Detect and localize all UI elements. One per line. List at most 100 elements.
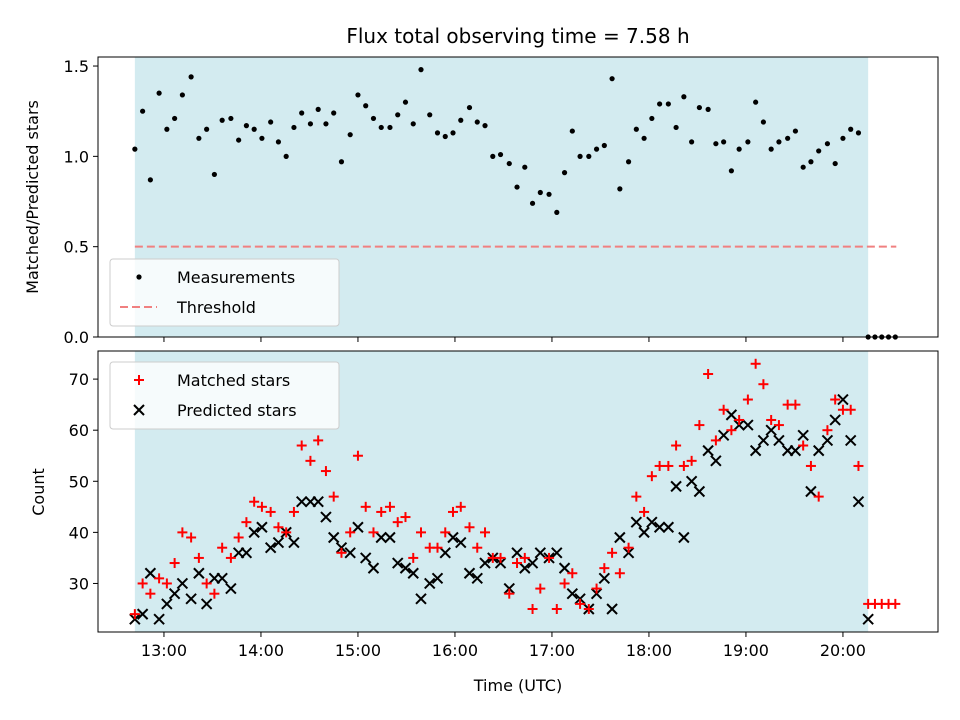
predicted-star-point-b xyxy=(176,577,189,590)
top-y-tick-label: 0.0 xyxy=(64,328,89,347)
predicted-star-point-b xyxy=(526,557,539,569)
matched-star-point xyxy=(798,440,809,451)
top-legend-box xyxy=(109,258,340,327)
predicted-star-point-b xyxy=(829,414,841,426)
predicted-star-point-b xyxy=(216,572,228,585)
predicted-star-point xyxy=(757,434,770,447)
legend-matched-marker xyxy=(134,375,144,385)
measurement-point xyxy=(474,119,480,125)
predicted-star-point-b xyxy=(693,485,706,498)
measurement-point xyxy=(824,141,831,147)
measurement-point xyxy=(633,126,639,132)
matched-star-point xyxy=(265,506,276,517)
predicted-star-point-b xyxy=(574,593,586,605)
predicted-star-point-b xyxy=(439,547,451,559)
predicted-star-point xyxy=(630,516,643,528)
predicted-star-point-b xyxy=(551,547,563,559)
predicted-star-point-b xyxy=(590,587,603,600)
predicted-star-point xyxy=(320,511,332,523)
matched-star-point xyxy=(161,578,172,589)
matched-star-point xyxy=(495,552,506,563)
measurement-point xyxy=(537,189,543,196)
measurement-point xyxy=(840,135,846,141)
legend-matched-label: Matched stars xyxy=(177,371,290,390)
predicted-star-point xyxy=(185,593,197,605)
measurement-point xyxy=(561,170,568,176)
bottom-frame xyxy=(97,350,939,633)
matched-star-point xyxy=(845,404,856,415)
bottom-x-tick-label: 19:00 xyxy=(723,641,769,660)
predicted-star-point xyxy=(399,562,412,574)
predicted-star-point-b xyxy=(598,572,611,585)
measurement-point xyxy=(514,184,520,190)
measurement-point xyxy=(792,128,799,134)
measurement-point xyxy=(427,112,433,118)
matched-star-point xyxy=(813,491,824,502)
predicted-star-point xyxy=(375,531,387,544)
bottom-y-tick-label: 60 xyxy=(69,421,89,440)
predicted-star-point xyxy=(264,541,277,554)
predicted-star-point-b xyxy=(225,582,237,595)
predicted-star-point-b xyxy=(678,531,690,544)
matched-star-point xyxy=(567,568,578,579)
legend-threshold-label: Threshold xyxy=(176,298,256,317)
predicted-star-point xyxy=(392,557,404,569)
bottom-x-tick-label: 17:00 xyxy=(529,641,575,660)
predicted-star-point xyxy=(407,567,419,579)
predicted-star-point-b xyxy=(733,419,745,431)
measurement-point xyxy=(275,139,282,145)
measurement-point xyxy=(713,141,719,147)
predicted-star-point-b xyxy=(837,393,849,406)
measurement-point xyxy=(490,153,496,159)
matched-star-point xyxy=(320,466,331,477)
bottom-y-tick-label: 50 xyxy=(69,472,89,491)
measurement-point xyxy=(268,119,274,125)
measurement-point xyxy=(482,123,488,129)
top-y-axis-label: Matched/Predicted stars xyxy=(23,100,42,294)
predicted-star-point-b xyxy=(344,547,356,559)
predicted-star-point xyxy=(844,434,857,447)
predicted-star-point xyxy=(136,608,149,620)
top-legend: Measurements Threshold xyxy=(109,258,340,327)
predicted-star-point-b xyxy=(129,613,141,625)
matched-star-point xyxy=(519,552,530,563)
x-axis-label: Time (UTC) xyxy=(473,676,562,695)
predicted-star-point xyxy=(384,531,396,544)
measurement-point xyxy=(219,117,225,123)
predicted-star-point-b xyxy=(312,496,324,508)
predicted-star-point xyxy=(494,557,507,569)
predicted-star-point-b xyxy=(415,593,427,605)
count-panel: 13:00 14:00 15:00 16:00 17:00 18:00 19:00 20:00… xyxy=(69,350,939,660)
predicted-star-point-b xyxy=(367,562,380,574)
predicted-star-point-b xyxy=(558,562,571,574)
predicted-star-point-b xyxy=(424,577,436,590)
matched-star-point xyxy=(607,547,618,558)
matched-star-point xyxy=(559,578,570,589)
matched-star-point xyxy=(376,506,387,517)
matched-star-point xyxy=(273,522,284,533)
matched-star-point xyxy=(686,455,697,466)
predicted-star-point-b xyxy=(702,444,714,457)
top-y-tick-label: 0.5 xyxy=(64,238,89,257)
predicted-star-point xyxy=(614,531,626,544)
measurement-point xyxy=(665,101,671,107)
top-frame xyxy=(97,56,939,338)
predicted-star-point xyxy=(622,547,635,559)
measurement-point xyxy=(776,139,782,145)
predicted-star-point-b xyxy=(399,562,412,574)
matched-star-point xyxy=(177,527,188,538)
predicted-star-point xyxy=(288,536,300,549)
matched-star-point xyxy=(305,455,316,466)
measurement-point xyxy=(593,146,600,152)
matched-star-point xyxy=(805,460,816,471)
measurement-point xyxy=(323,121,329,127)
measurement-point xyxy=(529,200,536,206)
predicted-star-point-b xyxy=(606,603,618,615)
predicted-star-point-b xyxy=(392,557,404,569)
predicted-star-point xyxy=(773,434,785,447)
measurement-point xyxy=(800,164,806,170)
predicted-star-point-b xyxy=(511,547,523,559)
predicted-star-point-b xyxy=(264,541,277,554)
matched-star-point xyxy=(145,588,156,599)
matched-star-point xyxy=(360,501,371,512)
